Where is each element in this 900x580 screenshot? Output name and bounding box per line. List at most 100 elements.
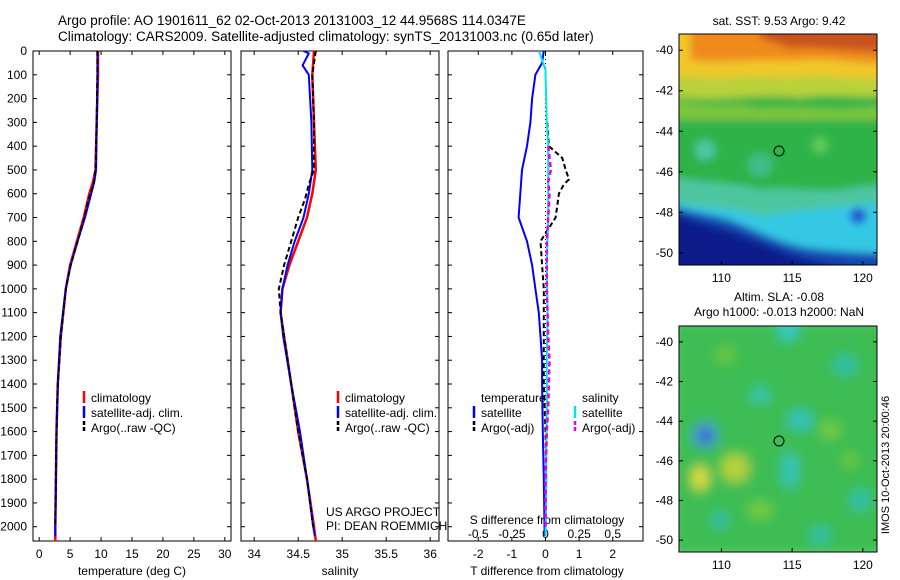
map-lat-tick-label: -44 [656, 414, 674, 428]
temperature-tick-label: 25 [187, 547, 201, 561]
s-difference-tick-label: 0.5 [604, 527, 621, 541]
s-difference-tick-label: 0.25 [567, 527, 591, 541]
legend-satellite-adj: satellite-adj. clim. [345, 406, 437, 420]
map-lat-tick-label: -48 [656, 205, 674, 219]
s-difference-tick-label: -0.25 [498, 527, 526, 541]
map-lat-tick-label: -48 [656, 493, 674, 507]
depth-tick-label: 300 [7, 115, 27, 129]
salinity-tick-label: 35 [336, 547, 350, 561]
map-lat-tick-label: -50 [656, 246, 674, 260]
argo-float-marker [773, 435, 785, 447]
map-lon-tick-label: 115 [783, 271, 802, 285]
salinity-legend: climatology satellite-adj. clim. Argo(..… [336, 391, 437, 435]
credit-project: US ARGO PROJECT [326, 505, 441, 519]
series-satellite-adj-clim [279, 51, 316, 537]
temperature-tick-label: 10 [94, 547, 108, 561]
t-difference-tick-label: 0 [542, 547, 549, 561]
t-difference-tick-label: -2 [473, 547, 484, 561]
map-lat-tick-label: -42 [656, 84, 674, 98]
series-salinity-argo-adj [544, 145, 553, 527]
map-lat-tick-label: -50 [656, 533, 674, 547]
t-difference-tick-label: 2 [609, 547, 616, 561]
legend-satellite-adj: satellite-adj. clim. [91, 406, 183, 420]
depth-tick-label: 1700 [0, 448, 27, 462]
map-lat-tick-label: -40 [656, 43, 674, 57]
legend-temperature-title: temperature [481, 391, 546, 405]
depth-tick-label: 1600 [0, 425, 27, 439]
map-lat-tick-label: -42 [656, 375, 674, 389]
depth-tick-label: 2000 [0, 520, 27, 534]
depth-tick-label: 1400 [0, 377, 27, 391]
depth-tick-label: 1200 [0, 329, 27, 343]
map-lat-tick-label: -44 [656, 124, 674, 138]
sst-map-title: sat. SST: 9.53 Argo: 9.42 [713, 14, 846, 28]
series-temperature-argo-adj [539, 122, 570, 527]
t-difference-axis: -2 -1 0 1 2 [473, 51, 616, 561]
series-argo-raw-qc [54, 51, 99, 527]
temperature-profile-lines [54, 51, 100, 541]
salinity-tick-label: 36 [424, 547, 438, 561]
depth-tick-label: 1100 [1, 306, 27, 320]
map-lon-tick-label: 120 [853, 271, 873, 285]
temperature-tick-label: 20 [156, 547, 170, 561]
difference-profile-lines [517, 51, 570, 537]
map-lon-tick-label: 110 [712, 558, 731, 572]
salinity-tick-label: 34.5 [287, 547, 311, 561]
depth-tick-label: 1800 [0, 472, 27, 486]
map-lat-tick-label: -40 [656, 335, 674, 349]
map-lat-tick-label: -46 [656, 454, 674, 468]
map-lon-tick-label: 115 [783, 558, 802, 572]
temperature-tick-label: 15 [125, 547, 139, 561]
series-satellite-adj-clim [54, 51, 99, 537]
temperature-tick-label: 5 [67, 547, 74, 561]
sla-map-frame [678, 325, 878, 553]
depth-tick-label: 600 [7, 187, 27, 201]
temperature-axis-label: temperature (deg C) [78, 564, 186, 578]
depth-tick-label: 0 [20, 44, 27, 58]
depth-tick-label: 800 [7, 234, 27, 248]
s-difference-axis-label: S difference from climatology [470, 513, 625, 527]
depth-tick-label: 200 [7, 92, 27, 106]
salinity-panel-frame [240, 50, 440, 542]
temperature-tick-label: 30 [218, 547, 232, 561]
figure-title-line2: Climatology: CARS2009. Satellite-adjuste… [58, 29, 594, 44]
sla-map-title2: Argo h1000: -0.013 h2000: NaN [694, 305, 864, 319]
legend-climatology: climatology [345, 391, 405, 405]
sla-map-image [679, 326, 877, 552]
sst-map-axes: -40 -42 -44 -46 -48 -50 110 115 120 [656, 43, 877, 285]
sst-map-image [679, 34, 877, 265]
temperature-tick-label: 0 [36, 547, 43, 561]
salinity-axis: 34 34.5 35 35.5 36 [248, 51, 438, 561]
depth-tick-label: 900 [7, 258, 27, 272]
temperature-axis: 0 5 10 15 20 25 30 [36, 51, 232, 561]
credit-pi: PI: DEAN ROEMMICH [326, 519, 447, 533]
salinity-profile-lines [277, 51, 318, 541]
map-lon-tick-label: 110 [712, 271, 731, 285]
temperature-panel-frame [32, 50, 232, 542]
legend-salinity-title: salinity [582, 391, 619, 405]
series-salinity-satellite [537, 51, 550, 537]
depth-tick-label: 500 [7, 163, 27, 177]
salinity-tick-label: 34 [248, 547, 262, 561]
s-difference-tick-label: -0.5 [468, 527, 489, 541]
legend-climatology: climatology [91, 391, 151, 405]
sst-map-frame [678, 33, 878, 266]
depth-tick-label: 400 [7, 139, 27, 153]
t-difference-tick-label: 1 [576, 547, 583, 561]
legend-t-argo: Argo(-adj) [481, 421, 534, 435]
series-temperature-satellite [517, 51, 546, 537]
depth-tick-label: 700 [7, 211, 27, 225]
salinity-tick-label: 35.5 [375, 547, 399, 561]
temperature-legend: climatology satellite-adj. clim. Argo(..… [82, 391, 183, 435]
s-difference-axis: -0.5 -0.25 0 0.25 0.5 [468, 527, 621, 541]
salinity-axis-label: salinity [322, 564, 359, 578]
depth-tick-label: 100 [7, 68, 27, 82]
map-lon-tick-label: 120 [853, 558, 873, 572]
depth-tick-label: 1300 [0, 353, 27, 367]
legend-argo: Argo(..raw -QC) [91, 421, 176, 435]
t-difference-axis-label: T difference from climatology [470, 564, 624, 578]
depth-axis: 0 100 200 300 400 500 600 700 800 900 1000 1100 1200… [0, 44, 643, 534]
imos-date-stamp: IMOS 10-Oct-2013 20:00:46 [880, 396, 892, 534]
depth-tick-label: 1000 [0, 282, 27, 296]
depth-tick-label: 1500 [0, 401, 27, 415]
